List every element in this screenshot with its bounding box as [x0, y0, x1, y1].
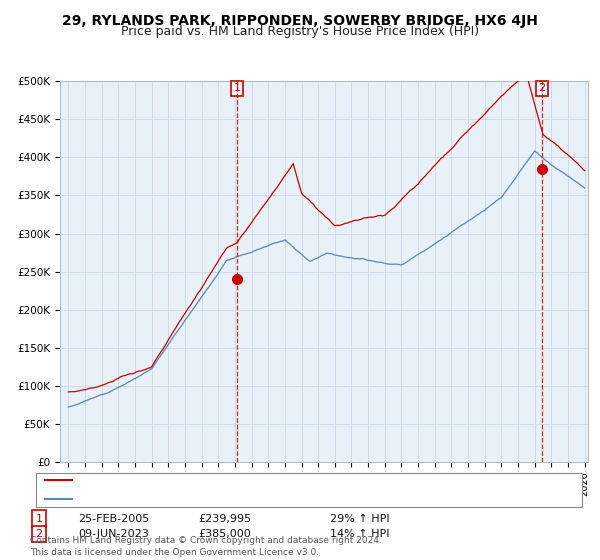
Text: 14% ↑ HPI: 14% ↑ HPI — [330, 529, 389, 539]
Text: Contains HM Land Registry data © Crown copyright and database right 2024.
This d: Contains HM Land Registry data © Crown c… — [30, 536, 382, 557]
Text: 2: 2 — [35, 529, 43, 539]
Text: £239,995: £239,995 — [198, 514, 251, 524]
Text: 09-JUN-2023: 09-JUN-2023 — [78, 529, 149, 539]
Text: 29, RYLANDS PARK, RIPPONDEN, SOWERBY BRIDGE, HX6 4JH (detached house): 29, RYLANDS PARK, RIPPONDEN, SOWERBY BRI… — [78, 475, 488, 485]
Text: Price paid vs. HM Land Registry's House Price Index (HPI): Price paid vs. HM Land Registry's House … — [121, 25, 479, 38]
Text: 25-FEB-2005: 25-FEB-2005 — [78, 514, 149, 524]
Text: 29% ↑ HPI: 29% ↑ HPI — [330, 514, 389, 524]
Text: 2: 2 — [538, 83, 545, 94]
Text: 1: 1 — [233, 83, 241, 94]
Text: HPI: Average price, detached house, Calderdale: HPI: Average price, detached house, Cald… — [78, 494, 327, 504]
Text: 1: 1 — [35, 514, 43, 524]
Text: 29, RYLANDS PARK, RIPPONDEN, SOWERBY BRIDGE, HX6 4JH: 29, RYLANDS PARK, RIPPONDEN, SOWERBY BRI… — [62, 14, 538, 28]
Text: £385,000: £385,000 — [198, 529, 251, 539]
